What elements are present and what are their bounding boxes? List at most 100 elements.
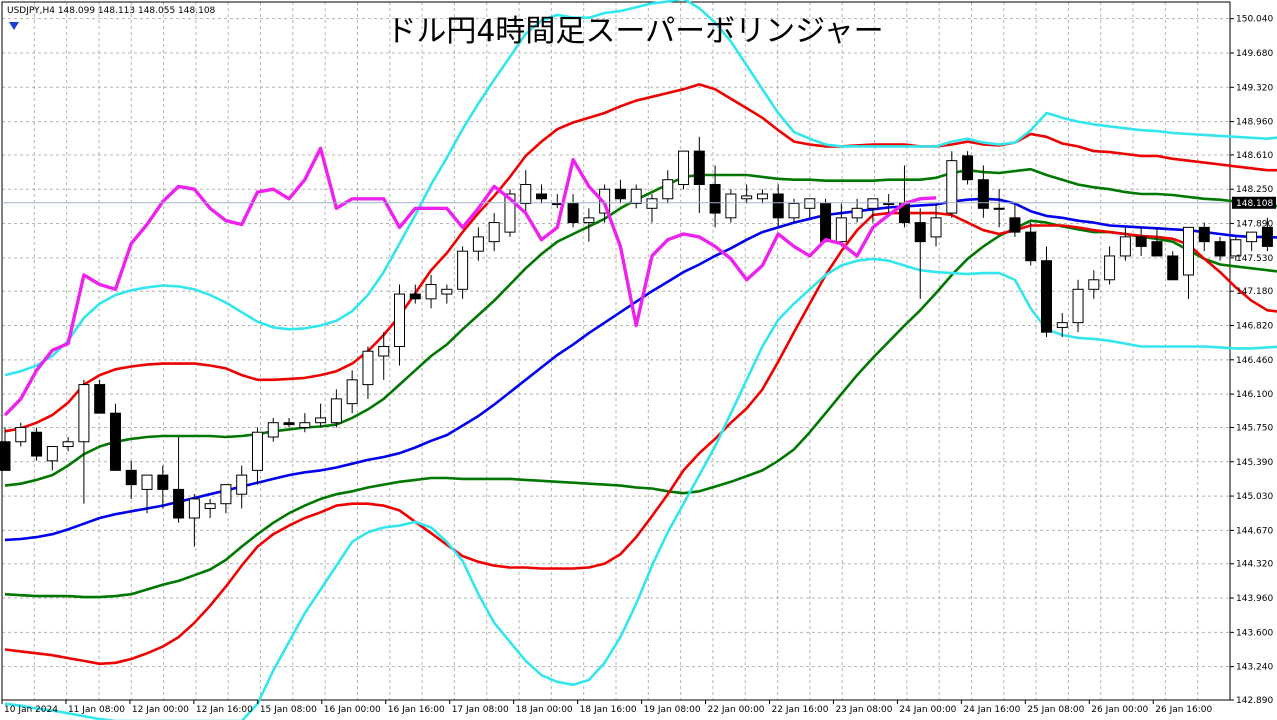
bull-candle-body [756,193,768,200]
candle [1119,227,1131,261]
bull-candle-body [1246,231,1258,243]
bear-candle-body [1261,226,1273,247]
y-tick-label: 144.670 [1236,526,1273,536]
bear-candle-body [820,203,832,243]
x-tick-label: 19 Jan 08:00 [644,705,701,715]
y-tick-label: 143.600 [1236,628,1273,638]
current-price-label: 148.108 [1236,199,1273,209]
candle [141,474,153,514]
x-tick-label: 10 Jan 2024 [4,705,58,715]
x-tick-label: 26 Jan 00:00 [1091,705,1148,715]
candle [267,417,279,442]
bull-candle-body [472,236,484,252]
candle [441,284,453,304]
bear-candle-body [962,155,974,181]
bull-candle-body [15,426,27,443]
bear-candle-body [614,188,626,200]
candle [1056,313,1068,337]
bull-candle-body [867,198,879,209]
bull-candle-body [220,484,232,505]
bear-candle-body [1025,231,1037,262]
bull-candle-body [441,288,453,295]
candle [1246,231,1258,252]
bear-candle-body [693,150,705,185]
candle [962,151,974,185]
bear-candle-body [1198,226,1210,243]
candle [409,284,421,304]
candle [78,379,90,504]
minus-3-sigma-line [4,257,1277,720]
bull-candle-body [835,217,847,243]
bull-candle-body [1088,279,1100,290]
y-tick-label: 142.890 [1236,696,1273,706]
candle [662,170,674,204]
bear-candle-body [536,193,548,200]
bull-candle-body [236,474,248,495]
x-tick-label: 11 Jan 08:00 [68,705,125,715]
plus-2-sigma-line [4,83,1277,433]
bear-candle-body [0,441,11,471]
candle [330,389,342,428]
price-tag: 148.108 [1232,196,1276,209]
bull-candle-body [930,217,942,238]
bull-candle-body [504,193,516,233]
candle [173,436,185,523]
bull-candle-body [251,431,263,471]
candle [346,370,358,414]
y-tick-label: 148.250 [1236,185,1273,195]
candle [835,203,847,247]
bull-candle-body [315,417,327,424]
bull-candle-body [141,474,153,490]
candle [157,465,169,509]
candle [1183,226,1194,299]
candle [1230,236,1242,261]
candle [378,332,390,380]
bear-candle-body [1009,217,1021,233]
x-tick-label: 16 Jan 16:00 [388,705,445,715]
candle [693,136,705,214]
bear-candle-body [31,431,43,457]
candle [567,194,579,228]
candle [630,184,642,209]
x-tick-label: 12 Jan 16:00 [196,705,253,715]
y-tick-label: 148.960 [1236,118,1273,128]
bear-candle-body [1151,241,1163,257]
bull-candle-body [299,422,311,428]
y-tick-label: 147.890 [1236,220,1273,230]
bull-candle-body [788,203,800,219]
bull-candle-body [425,284,437,300]
bull-candle-body [883,203,895,206]
candle [678,150,690,190]
bull-candle-body [1119,236,1131,257]
y-tick-label: 149.680 [1236,49,1273,59]
bear-candle-body [567,203,579,224]
x-tick-label: 23 Jan 08:00 [835,705,892,715]
candle [125,460,137,499]
candle [220,484,232,514]
bull-candle-body [851,207,863,219]
candle [425,275,437,309]
candle [251,427,263,485]
candle [109,403,121,471]
x-tick-label: 18 Jan 00:00 [516,705,573,715]
y-tick-label: 146.460 [1236,356,1273,366]
y-tick-label: 150.040 [1236,15,1273,25]
candle [457,246,469,299]
x-tick-label: 22 Jan 00:00 [708,705,765,715]
candle [1009,203,1021,237]
lagging-span [3,146,937,417]
y-tick-label: 145.390 [1236,458,1273,468]
time-axis: 10 Jan 2024 11 Jan 08:00 12 Jan 00:00 12 Ja… [1,700,1213,715]
candle [488,213,500,252]
bull-candle-body [378,345,390,357]
bull-candle-body [993,207,1005,210]
bull-candle-body [1056,322,1068,328]
bull-candle-body [362,350,374,386]
candle [756,189,768,204]
bull-candle-body [583,217,595,224]
bear-candle-body [125,469,137,486]
bull-candle-body [1230,239,1242,257]
y-tick-label: 148.610 [1236,151,1273,161]
y-tick-label: 146.100 [1236,390,1273,400]
bull-candle-body [394,293,405,347]
